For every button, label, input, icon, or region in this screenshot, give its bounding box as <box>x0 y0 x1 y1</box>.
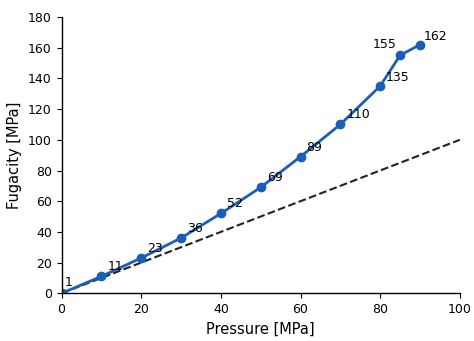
Text: 36: 36 <box>187 222 203 235</box>
Text: 110: 110 <box>346 108 370 121</box>
Text: 11: 11 <box>108 260 123 273</box>
Text: 162: 162 <box>424 30 447 43</box>
Text: 89: 89 <box>307 140 322 153</box>
Text: 135: 135 <box>386 72 410 85</box>
Text: 52: 52 <box>227 197 243 210</box>
X-axis label: Pressure [MPa]: Pressure [MPa] <box>206 322 315 337</box>
Text: 69: 69 <box>267 171 283 184</box>
Y-axis label: Fugacity [MPa]: Fugacity [MPa] <box>8 102 22 209</box>
Text: 23: 23 <box>147 242 163 255</box>
Text: 155: 155 <box>372 38 396 51</box>
Text: 1: 1 <box>65 276 73 288</box>
